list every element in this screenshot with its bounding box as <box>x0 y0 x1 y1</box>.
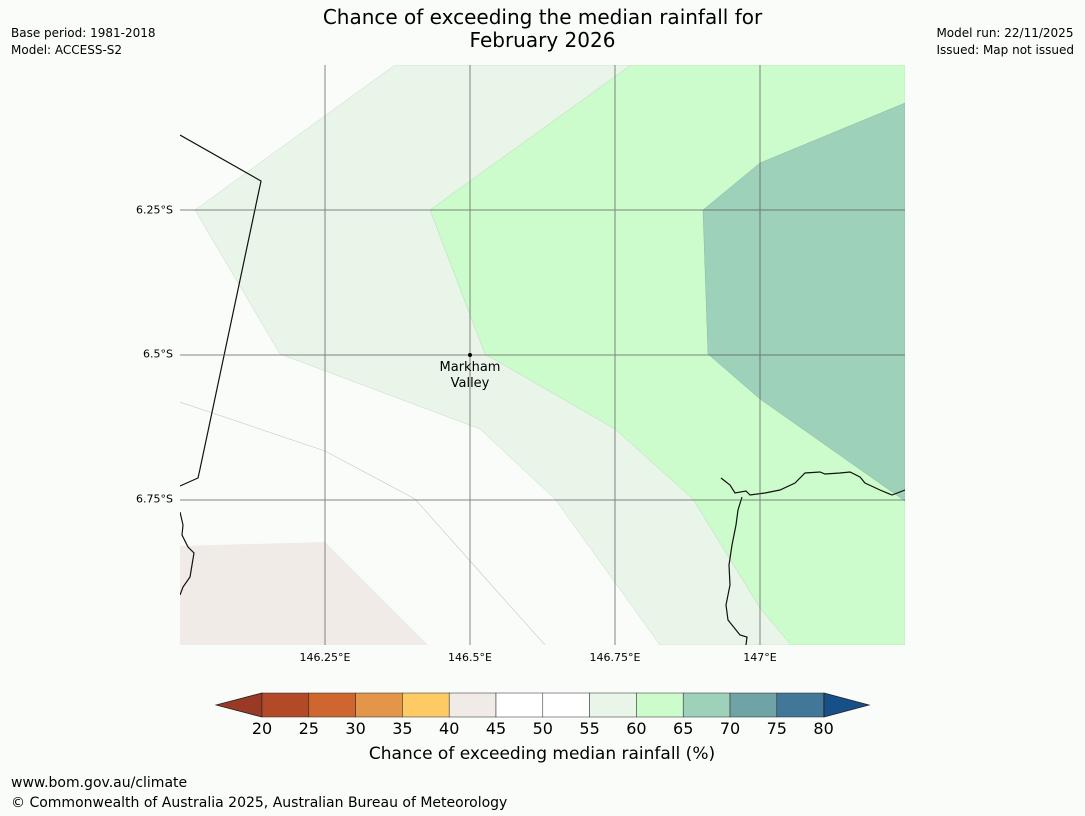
place-name-line2: Valley <box>450 376 490 391</box>
coastline-east <box>720 471 905 496</box>
map-title-line1: Chance of exceeding the median rainfall … <box>322 5 763 29</box>
colorbar-segment <box>308 692 356 718</box>
colorbar-segment <box>402 692 450 718</box>
colorbar-tick-label: 20 <box>251 719 273 738</box>
issued-status: Issued: Map not issued <box>936 43 1074 57</box>
map-title: Chance of exceeding the median rainfall … <box>280 6 805 52</box>
colorbar-segment <box>776 692 824 718</box>
colorbar-tick-label: 80 <box>813 719 834 738</box>
lon-label-146-75: 146.75°E <box>589 651 641 664</box>
region-40-45 <box>180 542 428 645</box>
meta-right: Model run: 22/11/2025 Issued: Map not is… <box>936 25 1074 59</box>
base-period: Base period: 1981-2018 <box>11 26 156 40</box>
lon-label-146-25: 146.25°E <box>299 651 351 664</box>
colorbar-segment <box>682 692 731 718</box>
lat-label-6-25: 6.25°S <box>136 203 173 217</box>
colorbar-tick-label: 45 <box>485 719 507 738</box>
colorbar-segment <box>542 692 590 718</box>
map-title-line2: February 2026 <box>469 28 616 52</box>
colorbar-label: Chance of exceeding median rainfall (%) <box>368 744 716 764</box>
colorbar-low-arrow <box>215 692 263 718</box>
colorbar-tick-label: 25 <box>298 719 319 738</box>
contour-line <box>180 401 546 645</box>
coastline-west <box>180 134 262 487</box>
colorbar-segment <box>448 692 497 718</box>
place-label-markham-valley: Markham Valley <box>440 360 501 392</box>
colorbar-segment <box>355 692 403 718</box>
colorbar-segment <box>589 692 637 718</box>
meta-left: Base period: 1981-2018 Model: ACCESS-S2 <box>11 25 156 59</box>
colorbar-tick-label: 40 <box>439 719 460 738</box>
model-run: Model run: 22/11/2025 <box>936 26 1074 40</box>
coastline-river <box>725 496 748 645</box>
rainfall-map[interactable] <box>180 65 905 645</box>
colorbar-tick-label: 50 <box>532 719 553 738</box>
footer-url[interactable]: www.bom.gov.au/climate <box>11 775 188 791</box>
lon-label-147: 147°E <box>743 651 777 664</box>
colorbar-tick-label: 75 <box>766 719 787 738</box>
colorbar-segment <box>261 692 310 718</box>
colorbar-segments <box>261 692 824 718</box>
place-marker[interactable] <box>468 353 472 357</box>
model-name: Model: ACCESS-S2 <box>11 43 123 57</box>
colorbar-segment <box>495 692 544 718</box>
colorbar-segment <box>636 692 684 718</box>
colorbar-tick-label: 35 <box>392 719 413 738</box>
graticule <box>180 65 905 645</box>
lat-label-6-5: 6.5°S <box>143 347 173 361</box>
place-name-line1: Markham <box>439 360 501 375</box>
colorbar <box>215 692 871 718</box>
colorbar-high-arrow <box>823 692 871 718</box>
colorbar-segment <box>729 692 778 718</box>
colorbar-tick-label: 30 <box>345 719 366 738</box>
colorbar-tick-label: 70 <box>719 719 741 738</box>
lon-label-146-5: 146.5°E <box>448 651 492 664</box>
colorbar-tick-label: 60 <box>626 719 647 738</box>
colorbar-tick-label: 65 <box>673 719 694 738</box>
lat-label-6-75: 6.75°S <box>136 492 173 506</box>
coastline-southwest <box>180 511 195 596</box>
colorbar-tick-label: 55 <box>579 719 600 738</box>
footer-copyright: © Commonwealth of Australia 2025, Austra… <box>11 795 508 811</box>
